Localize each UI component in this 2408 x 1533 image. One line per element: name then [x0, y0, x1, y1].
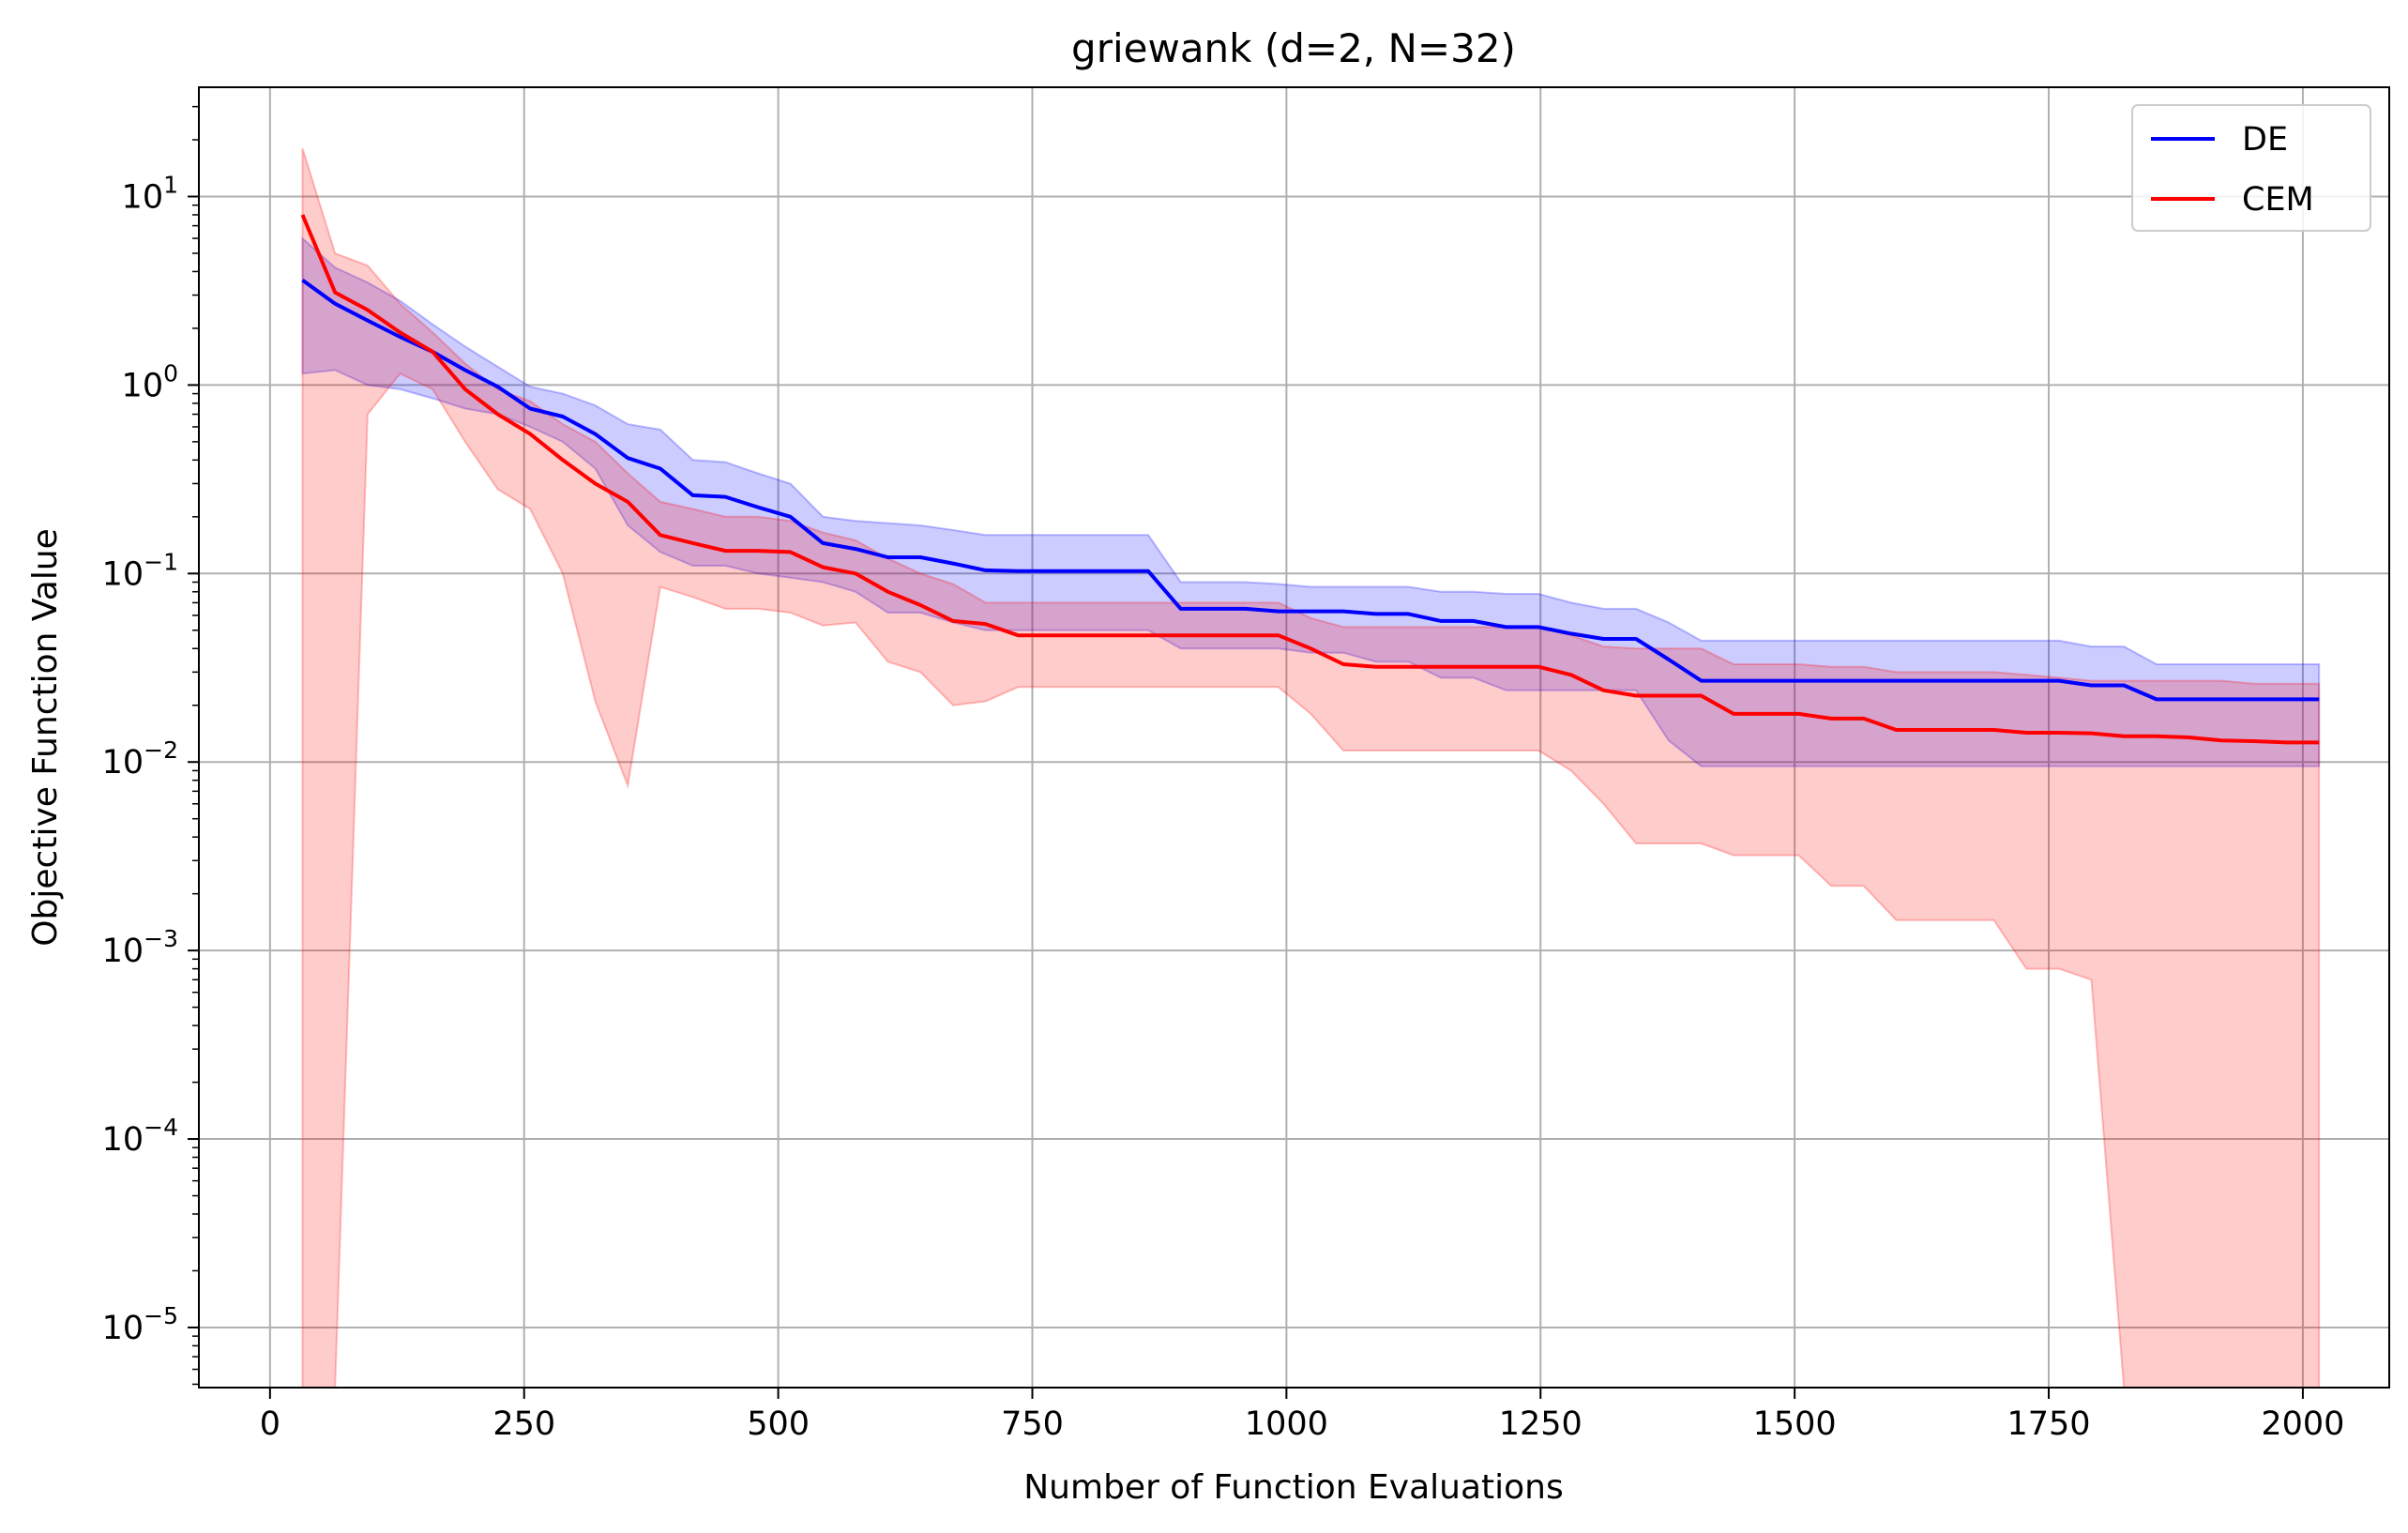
x-tick-label: 0: [260, 1405, 280, 1443]
x-tick-label: 1000: [1245, 1405, 1328, 1443]
x-tick-label: 750: [1001, 1405, 1064, 1443]
y-tick-label: 10−2: [102, 736, 178, 782]
y-axis-label: Objective Function Value: [26, 528, 65, 947]
x-tick-label: 1500: [1753, 1405, 1837, 1443]
x-tick-label: 250: [492, 1405, 555, 1443]
x-tick-label: 1250: [1499, 1405, 1583, 1443]
x-axis-ticks: 0 250 500 750 1000 1250 1500 1750 2000: [260, 1388, 2344, 1443]
series-lines: [300, 214, 2320, 745]
y-tick-label: 10−4: [102, 1114, 178, 1159]
y-tick-label: 10−5: [102, 1302, 178, 1347]
chart-title: griewank (d=2, N=32): [1071, 25, 1516, 71]
legend-label-de: DE: [2242, 121, 2288, 159]
y-tick-label: 100: [122, 359, 178, 404]
x-axis-label: Number of Function Evaluations: [1023, 1468, 1563, 1507]
x-tick-label: 2000: [2261, 1405, 2344, 1443]
x-tick-label: 500: [747, 1405, 810, 1443]
grid: [199, 87, 2389, 1388]
y-axis-ticks: 10−5 10−4 10−3 10−2 10−1 100 101: [102, 105, 199, 1386]
y-tick-label: 10−3: [102, 925, 178, 970]
x-tick-label: 1750: [2007, 1405, 2090, 1443]
y-tick-label: 10−1: [102, 548, 178, 593]
cem-line: [300, 214, 2320, 745]
legend-label-cem: CEM: [2242, 181, 2314, 219]
legend: DE CEM: [2131, 104, 2371, 232]
plot-frame: [198, 86, 2390, 1389]
y-tick-label: 101: [122, 171, 178, 216]
de-line: [301, 278, 2320, 702]
